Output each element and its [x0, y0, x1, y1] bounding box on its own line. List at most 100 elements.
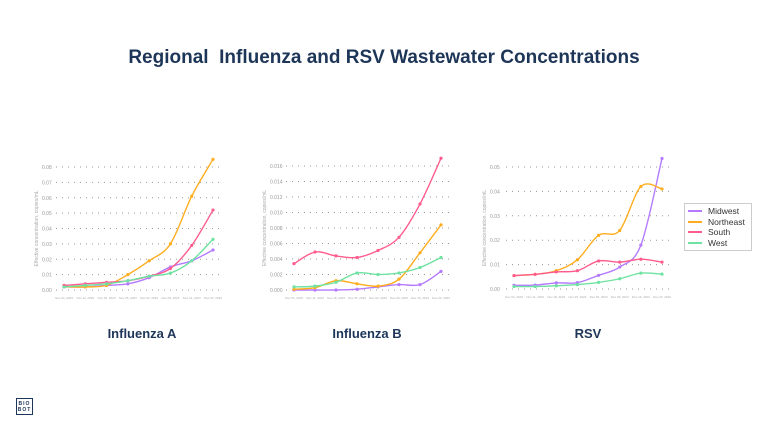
- series-line-south: [513, 258, 663, 277]
- y-tick-label: 0.03: [490, 214, 500, 220]
- chart-title-influenza-b: Influenza B: [332, 326, 402, 341]
- y-tick-label: 0.05: [490, 165, 500, 171]
- legend-item-south[interactable]: South: [688, 227, 748, 238]
- data-point-northeast: [376, 284, 380, 288]
- series-line-west: [63, 238, 214, 288]
- legend-swatch: [688, 241, 702, 244]
- legend-label: West: [708, 237, 728, 248]
- data-point-northeast: [292, 287, 296, 291]
- data-point-midwest: [126, 282, 130, 286]
- data-point-northeast: [355, 282, 359, 286]
- data-point-south: [376, 248, 380, 253]
- data-point-west: [147, 274, 151, 278]
- data-point-midwest: [554, 281, 558, 285]
- x-tick-label: Dec 16, 2023: [632, 295, 650, 299]
- data-point-south: [334, 254, 338, 258]
- data-point-south: [190, 243, 194, 248]
- x-tick-label: Dec 09, 2023: [611, 295, 629, 299]
- data-point-south: [533, 272, 537, 276]
- series-line-south: [293, 157, 442, 265]
- data-point-south: [439, 156, 443, 160]
- legend-label: Northeast: [708, 216, 745, 227]
- data-point-midwest: [397, 282, 401, 287]
- y-tick-label: 0.04: [490, 189, 500, 195]
- y-tick-label: 0.05: [42, 211, 52, 217]
- data-point-midwest: [334, 288, 338, 292]
- data-point-south: [618, 260, 622, 264]
- legend-item-midwest[interactable]: Midwest: [688, 206, 748, 217]
- y-tick-label: 0.07: [42, 180, 52, 186]
- series-line-midwest: [294, 270, 442, 291]
- data-point-northeast: [397, 277, 401, 281]
- data-point-northeast: [126, 273, 130, 277]
- data-point-west: [512, 284, 516, 289]
- data-point-midwest: [211, 248, 215, 252]
- x-tick-label: Nov 11, 2023: [76, 296, 94, 300]
- y-tick-label: 0.010: [270, 211, 283, 217]
- legend-item-northeast[interactable]: Northeast: [688, 217, 748, 228]
- series-line-west: [513, 272, 663, 288]
- x-tick-label: Nov 04, 2023: [55, 296, 73, 300]
- y-tick-label: 0.01: [490, 263, 500, 269]
- data-point-south: [211, 208, 215, 212]
- legend-item-west[interactable]: West: [688, 238, 748, 249]
- y-tick-label: 0.03: [42, 242, 52, 248]
- x-tick-label: Nov 11, 2023: [526, 295, 544, 299]
- data-point-west: [575, 283, 580, 287]
- y-tick-label: 0.004: [270, 257, 283, 263]
- x-tick-label: Nov 18, 2023: [327, 296, 345, 300]
- data-point-northeast: [168, 242, 173, 246]
- y-tick-label: 0.000: [270, 288, 283, 294]
- data-point-northeast: [418, 251, 422, 255]
- x-tick-label: Nov 18, 2023: [547, 295, 565, 299]
- data-point-west: [211, 237, 215, 241]
- x-tick-label: Nov 11, 2023: [306, 296, 324, 300]
- data-point-south: [596, 259, 601, 263]
- legend-swatch: [688, 220, 702, 223]
- data-point-south: [660, 260, 664, 264]
- x-tick-label: Dec 23, 2023: [653, 295, 671, 299]
- y-tick-label: 0.012: [270, 195, 283, 201]
- page-title: Regional Influenza and RSV Wastewater Co…: [128, 47, 640, 68]
- data-point-northeast: [190, 194, 194, 198]
- data-point-south: [418, 202, 422, 206]
- y-axis-label: Effective concentration, copies/mL: [34, 190, 40, 266]
- data-point-south: [313, 250, 317, 254]
- data-point-south: [397, 235, 401, 239]
- data-point-midwest: [439, 269, 443, 273]
- data-point-west: [168, 271, 173, 275]
- data-point-south: [575, 269, 580, 273]
- x-tick-label: Nov 18, 2023: [98, 296, 116, 300]
- data-point-south: [292, 262, 296, 266]
- data-point-midwest: [313, 288, 317, 292]
- series-line-northeast: [513, 183, 663, 277]
- y-tick-label: 0.00: [42, 288, 52, 294]
- y-tick-label: 0.00: [490, 287, 500, 293]
- y-tick-label: 0.002: [270, 273, 283, 279]
- x-tick-label: Nov 25, 2023: [568, 295, 586, 299]
- y-tick-label: 0.04: [42, 227, 52, 233]
- data-point-west: [334, 280, 338, 284]
- y-tick-label: 0.014: [270, 180, 283, 186]
- series-line-south: [63, 209, 214, 287]
- data-point-northeast: [575, 258, 580, 262]
- data-point-midwest: [618, 265, 622, 269]
- data-point-south: [355, 255, 359, 260]
- x-tick-label: Dec 02, 2023: [590, 295, 608, 299]
- data-point-west: [639, 271, 643, 275]
- x-tick-label: Dec 16, 2023: [411, 296, 429, 300]
- y-axis-label: Effective concentration, copies/mL: [482, 190, 488, 266]
- data-point-west: [376, 272, 380, 277]
- legend-label: Midwest: [708, 206, 740, 217]
- data-point-west: [660, 272, 664, 276]
- y-tick-label: 0.01: [42, 273, 52, 279]
- data-point-west: [313, 284, 317, 288]
- y-tick-label: 0.08: [42, 165, 52, 171]
- data-point-south: [168, 266, 173, 271]
- legend-label: South: [708, 227, 731, 238]
- y-tick-label: 0.02: [490, 238, 500, 244]
- y-tick-label: 0.008: [270, 226, 283, 232]
- x-tick-label: Dec 23, 2023: [432, 296, 450, 300]
- data-point-west: [83, 283, 87, 287]
- data-point-south: [512, 273, 516, 278]
